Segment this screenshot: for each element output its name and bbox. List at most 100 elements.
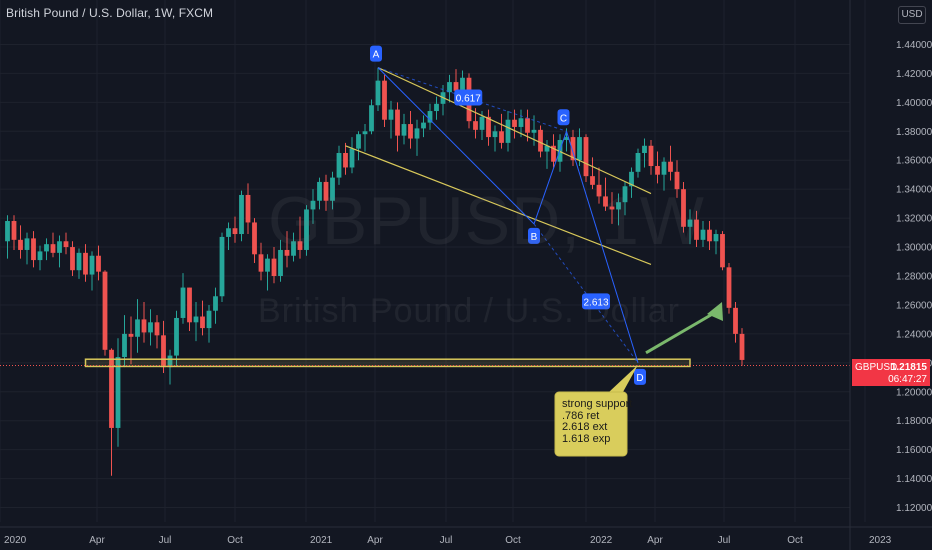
candle-body xyxy=(297,241,303,250)
candle-body xyxy=(57,241,62,253)
candle-body xyxy=(141,319,147,333)
projection-arrow-head[interactable] xyxy=(707,302,723,321)
candle xyxy=(271,247,277,284)
candle xyxy=(505,111,511,152)
candle-body xyxy=(447,82,452,93)
candle xyxy=(557,134,563,172)
candle-body xyxy=(128,333,134,337)
candle-body xyxy=(219,236,225,297)
candle xyxy=(206,304,212,343)
point-badge xyxy=(528,227,540,244)
candle xyxy=(70,241,75,276)
candle-body xyxy=(616,202,621,210)
candle-body xyxy=(609,206,615,210)
candle xyxy=(687,209,693,245)
candle xyxy=(18,225,23,259)
pattern-point-d[interactable]: D xyxy=(634,368,646,385)
candle-body xyxy=(505,119,511,143)
candle xyxy=(148,309,153,346)
candle xyxy=(109,348,114,476)
time-tick-label: Apr xyxy=(89,535,105,546)
price-tick-label: 1.14000 xyxy=(896,474,932,485)
candle-body xyxy=(648,145,654,167)
candle xyxy=(544,139,550,169)
ratio-badge-bg xyxy=(582,293,610,310)
note-box[interactable] xyxy=(554,391,628,457)
candle-body xyxy=(50,244,56,253)
pattern-point-c[interactable]: C xyxy=(557,109,570,126)
support-note: strong support .786 ret 2.618 ext 1.618 … xyxy=(562,398,632,445)
candle xyxy=(681,181,686,233)
candle xyxy=(11,215,17,250)
candle xyxy=(278,239,283,282)
time-tick-label: 2020 xyxy=(4,535,27,546)
note-pointer[interactable] xyxy=(609,364,638,392)
candle-body xyxy=(63,241,69,248)
candle xyxy=(674,160,680,198)
candle-body xyxy=(603,196,608,207)
candle-body xyxy=(707,229,712,242)
currency-badge[interactable]: USD xyxy=(898,6,926,24)
candle xyxy=(434,96,439,120)
candle-body xyxy=(304,209,309,250)
candle xyxy=(83,244,88,282)
candle xyxy=(492,125,498,152)
channel-upper-line[interactable] xyxy=(377,67,652,195)
candle xyxy=(661,157,667,191)
candle xyxy=(31,231,36,268)
price-label-value: 1.21815 xyxy=(890,362,927,373)
candle xyxy=(739,328,745,366)
candle xyxy=(583,134,589,182)
time-tick-label: 2021 xyxy=(310,535,333,546)
candle-body xyxy=(421,122,426,129)
candle-body xyxy=(414,128,420,139)
pattern-leg-bc[interactable] xyxy=(533,131,567,225)
candle-body xyxy=(362,131,368,135)
candle xyxy=(629,167,634,198)
pattern-leg-ab[interactable] xyxy=(377,67,535,225)
candle-body xyxy=(486,116,491,138)
time-tick-label: 2023 xyxy=(869,535,892,546)
candle-body xyxy=(135,319,140,337)
candle xyxy=(128,316,134,365)
candle-body xyxy=(37,251,43,261)
pattern-point-b[interactable]: B xyxy=(528,227,540,244)
candle-body xyxy=(479,116,485,130)
candle xyxy=(421,115,426,138)
candle-body xyxy=(694,219,699,240)
candle-body xyxy=(492,131,498,138)
chart-title: British Pound / U.S. Dollar, 1W, FXCM xyxy=(6,6,214,20)
candle xyxy=(232,216,238,243)
candle-body xyxy=(76,252,82,271)
candle xyxy=(694,210,699,248)
candle-body xyxy=(239,194,244,235)
candle xyxy=(115,338,121,447)
support-zone[interactable] xyxy=(84,358,691,368)
candle-body xyxy=(226,228,231,237)
candle-body xyxy=(180,287,186,318)
time-tick-label: Oct xyxy=(505,535,521,546)
candle xyxy=(648,139,654,175)
ratio-badge-ac[interactable]: 0.617 xyxy=(454,89,483,106)
candle xyxy=(96,245,101,281)
candle-body xyxy=(596,184,602,197)
projection-arrow-shaft[interactable] xyxy=(645,310,717,355)
candle-body xyxy=(336,153,342,178)
pattern-ratio-bd[interactable] xyxy=(533,223,639,364)
candle-body xyxy=(24,238,30,250)
candle-body xyxy=(733,307,738,334)
candle-body xyxy=(531,129,537,133)
candle-body xyxy=(109,349,114,428)
candle xyxy=(375,67,381,112)
candle-body xyxy=(258,254,264,272)
ratio-badge-bd[interactable]: 2.613 xyxy=(582,293,610,310)
price-tick-label: 1.30000 xyxy=(896,243,932,254)
pattern-point-a[interactable]: A xyxy=(370,45,382,62)
candle xyxy=(304,205,309,256)
point-badge xyxy=(370,45,382,62)
channel-lower-line[interactable] xyxy=(345,145,652,265)
candle xyxy=(720,231,725,271)
candle-body xyxy=(427,111,433,123)
pattern-leg-cd[interactable] xyxy=(566,131,639,363)
